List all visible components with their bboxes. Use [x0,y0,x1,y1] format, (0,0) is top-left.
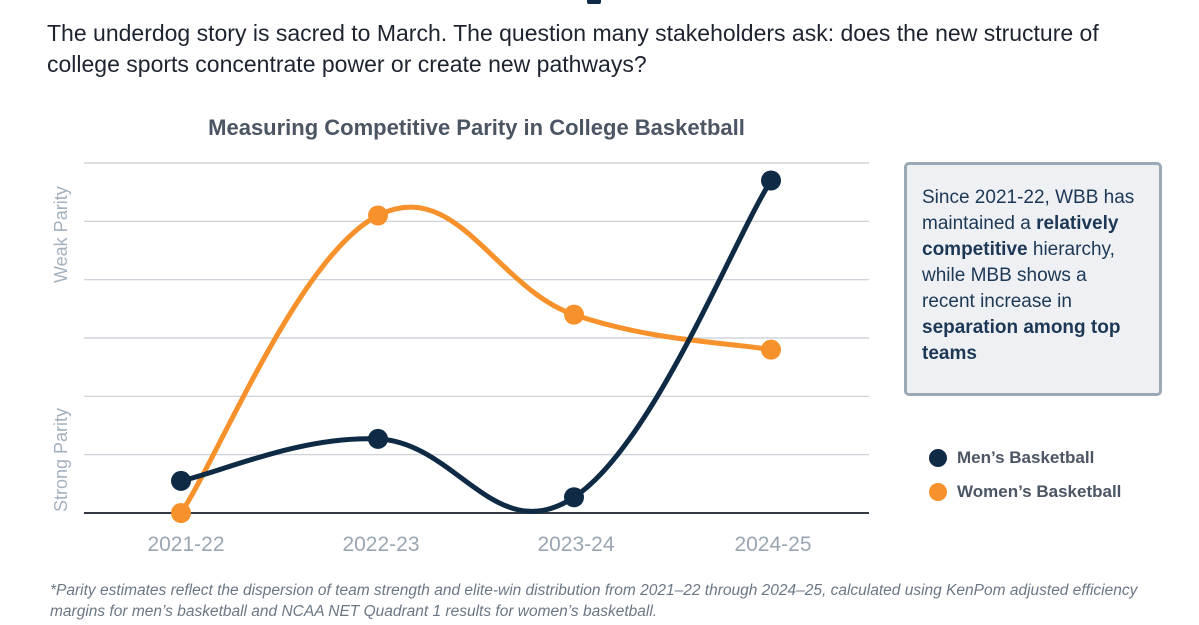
x-tick-label: 2024-25 [734,533,812,556]
series-lines [178,178,774,516]
legend-dot-icon [929,449,947,467]
callout-bold-separation: separation among top teams [922,317,1121,364]
intro-text: The underdog story is sacred to March. T… [47,20,1099,77]
gridlines [84,162,869,514]
y-label-strong-parity: Strong Parity [51,407,71,512]
womens-point-2022-23 [368,205,388,226]
y-label-weak-parity: Weak Parity [51,186,71,283]
footnote: *Parity estimates reflect the dispersion… [50,582,1138,620]
womens-point-2021-22 [171,503,191,523]
callout-box: Since 2021-22, WBB has maintained a rela… [904,162,1162,396]
x-tick-label: 2022-23 [342,533,420,556]
legend-label: Men’s Basketball [957,448,1095,467]
callout-text: Since 2021-22, WBB has maintained a [922,187,1135,234]
mens-point-2022-23 [368,428,388,449]
womens-point-2023-24 [564,304,584,325]
mens-series-line [178,178,774,514]
womens-point-2024-25 [761,339,781,360]
x-tick-label: 2023-24 [537,533,615,556]
legend-item-womens: Women’s Basketball [929,475,1121,509]
x-tick-label: 2021-22 [147,533,225,556]
legend-label: Women’s Basketball [957,482,1122,501]
heading-fragment [587,0,601,4]
womens-series-line [178,204,774,516]
legend-item-mens: Men’s Basketball [929,441,1121,475]
legend: Men’s Basketball Women’s Basketball [929,441,1121,509]
callout-text: hierarchy, while MBB shows a recent incr… [922,239,1115,312]
mens-point-2023-24 [564,487,584,508]
mens-point-2024-25 [761,170,781,191]
mens-point-2021-22 [171,470,191,491]
series-points [171,170,781,523]
callout-bold-competitive: relatively competitive [922,213,1119,260]
chart-title: Measuring Competitive Parity in College … [208,115,745,140]
legend-dot-icon [929,483,947,501]
